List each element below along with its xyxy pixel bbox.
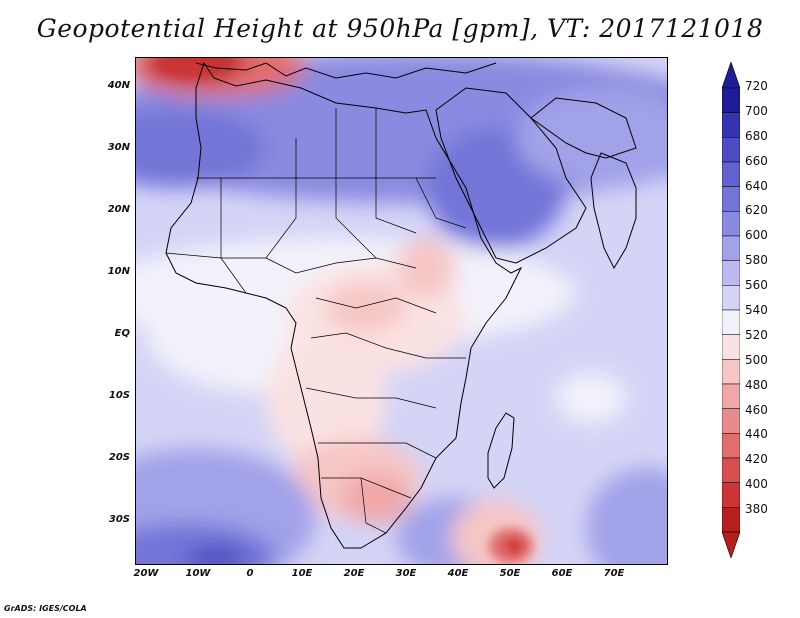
colorbar	[722, 62, 740, 558]
colorbar-segment-560	[722, 285, 740, 311]
colorbar-label-420: 420	[745, 452, 768, 467]
africa-coastline	[165, 61, 523, 549]
colorbar-segment-600	[722, 235, 740, 261]
colorbar-label-380: 380	[745, 502, 768, 517]
lat-label-40n: 40N	[107, 80, 130, 91]
colorbar-segment-460	[722, 408, 740, 434]
country-borders	[165, 108, 467, 534]
colorbar-segment-440	[722, 433, 740, 459]
lat-label-eq: EQ	[114, 328, 130, 339]
lon-label-30e: 30E	[395, 568, 417, 579]
colorbar-segment-400	[722, 482, 740, 508]
colorbar-bottom-arrow	[722, 531, 740, 558]
colorbar-label-400: 400	[745, 477, 768, 492]
colorbar-segment-540	[722, 309, 740, 335]
colorbar-label-520: 520	[745, 327, 768, 342]
lat-label-30s: 30S	[108, 514, 130, 525]
arabia-outline	[435, 87, 587, 264]
colorbar-label-500: 500	[745, 352, 768, 367]
colorbar-segment-380	[722, 507, 740, 533]
coastlines	[165, 61, 637, 549]
colorbar-label-680: 680	[745, 128, 768, 143]
lat-label-10n: 10N	[107, 266, 130, 277]
colorbar-segment-620	[722, 211, 740, 237]
lat-label-20s: 20S	[108, 452, 130, 463]
lon-label-10e: 10E	[291, 568, 313, 579]
lat-label-20n: 20N	[107, 204, 130, 215]
colorbar-label-600: 600	[745, 228, 768, 243]
height-field	[136, 58, 667, 564]
map-panel	[135, 57, 668, 565]
europe-coast	[195, 62, 497, 79]
colorbar-segment-720	[722, 87, 740, 113]
lon-label-70e: 70E	[603, 568, 625, 579]
colorbar-label-660: 660	[745, 153, 768, 168]
lon-label-10w: 10W	[185, 568, 211, 579]
colorbar-segment-480	[722, 383, 740, 409]
lat-label-30n: 30N	[107, 142, 130, 153]
colorbar-label-480: 480	[745, 377, 768, 392]
colorbar-segment-640	[722, 186, 740, 212]
colorbar-label-720: 720	[745, 79, 768, 93]
colorbar-label-460: 460	[745, 402, 768, 417]
colorbar-label-580: 580	[745, 253, 768, 268]
colorbar-top-arrow	[722, 62, 740, 89]
lon-label-60e: 60E	[551, 568, 573, 579]
madagascar-outline	[487, 412, 515, 489]
lon-label-0: 0	[246, 568, 254, 579]
colorbar-label-540: 540	[745, 303, 768, 317]
lon-label-20e: 20E	[343, 568, 365, 579]
colorbar-segment-700	[722, 112, 740, 138]
colorbar-segment-580	[722, 260, 740, 286]
colorbar-label-440: 440	[745, 427, 768, 442]
geopotential-map	[136, 58, 667, 564]
colorbar-segment-500	[722, 359, 740, 385]
colorbar-label-640: 640	[745, 178, 768, 193]
colorbar-segment-520	[722, 334, 740, 360]
colorbar-segment-420	[722, 457, 740, 483]
india-outline	[590, 152, 637, 270]
lon-label-40e: 40E	[447, 568, 469, 579]
colorbar-label-620: 620	[745, 203, 768, 218]
iran-outline	[530, 97, 637, 159]
lon-label-50e: 50E	[499, 568, 521, 579]
credit-text: GrADS: IGES/COLA	[4, 604, 87, 613]
colorbar-segment-660	[722, 161, 740, 187]
lon-label-20w: 20W	[133, 568, 159, 579]
lat-label-10s: 10S	[108, 390, 130, 401]
chart-title: Geopotential Height at 950hPa [gpm], VT:…	[36, 14, 764, 43]
colorbar-label-700: 700	[745, 103, 768, 118]
colorbar-label-560: 560	[745, 278, 768, 293]
colorbar-segment-680	[722, 137, 740, 163]
